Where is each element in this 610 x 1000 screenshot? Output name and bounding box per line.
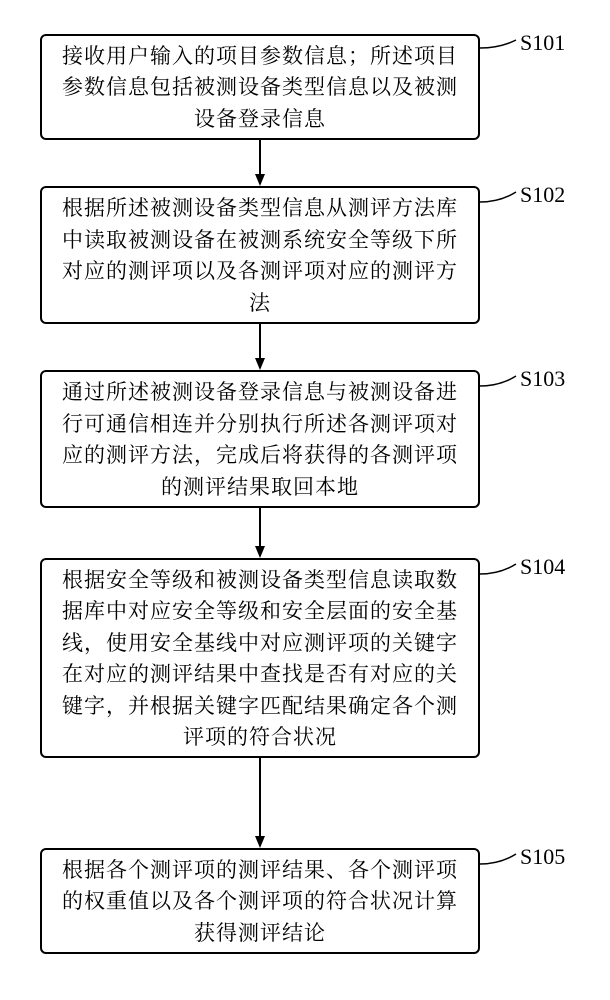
flow-label-3: S103 [520, 366, 565, 392]
flow-label-2: S102 [520, 182, 565, 208]
flow-node-2: 根据所述被测设备类型信息从测评方法库中读取被测设备在被测系统安全等级下所对应的测… [40, 186, 480, 324]
flow-node-1: 接收用户输入的项目参数信息；所述项目参数信息包括被测设备类型信息以及被测设备登录… [40, 34, 480, 140]
flowchart-canvas: 接收用户输入的项目参数信息；所述项目参数信息包括被测设备类型信息以及被测设备登录… [0, 0, 610, 1000]
flow-node-4: 根据安全等级和被测设备类型信息读取数据库中对应安全等级和安全层面的安全基线，使用… [40, 558, 480, 758]
flow-node-5: 根据各个测评项的测评结果、各个测评项的权重值以及各个测评项的符合状况计算获得测评… [40, 848, 480, 954]
flow-node-3: 通过所述被测设备登录信息与被测设备进行可通信相连并分别执行所述各测评项对应的测评… [40, 370, 480, 508]
flow-node-1-text: 接收用户输入的项目参数信息；所述项目参数信息包括被测设备类型信息以及被测设备登录… [56, 40, 464, 135]
flow-node-5-text: 根据各个测评项的测评结果、各个测评项的权重值以及各个测评项的符合状况计算获得测评… [56, 854, 464, 949]
flow-label-1: S101 [520, 30, 565, 56]
flow-node-3-text: 通过所述被测设备登录信息与被测设备进行可通信相连并分别执行所述各测评项对应的测评… [56, 376, 464, 502]
flow-node-4-text: 根据安全等级和被测设备类型信息读取数据库中对应安全等级和安全层面的安全基线，使用… [56, 564, 464, 753]
flow-label-4: S104 [520, 554, 565, 580]
flow-label-5: S105 [520, 844, 565, 870]
flow-node-2-text: 根据所述被测设备类型信息从测评方法库中读取被测设备在被测系统安全等级下所对应的测… [56, 192, 464, 318]
